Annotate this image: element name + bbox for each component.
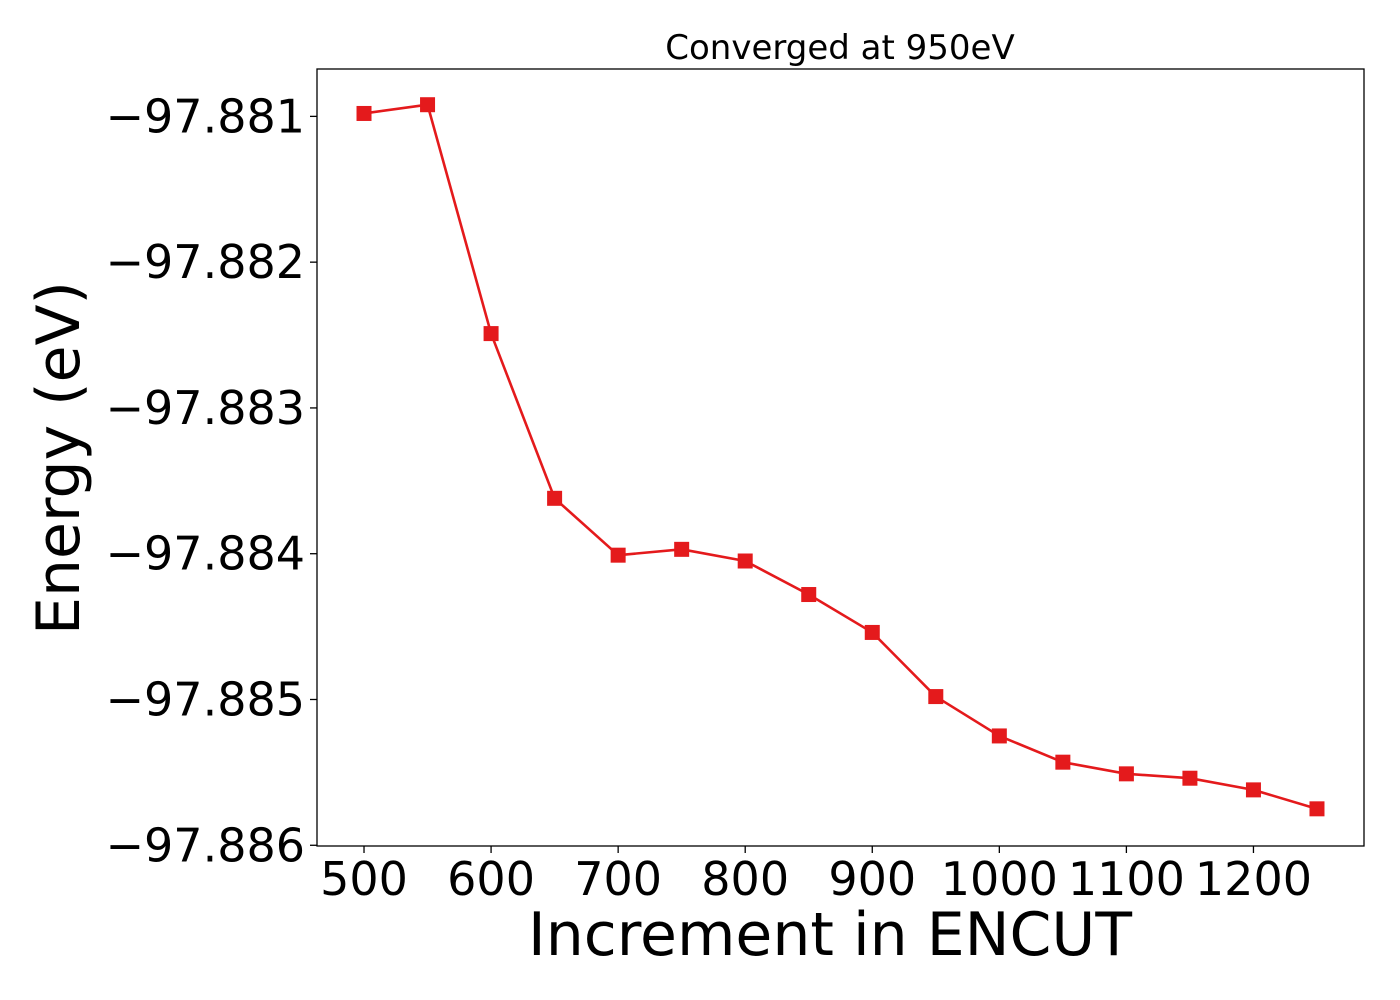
data-point-marker bbox=[1182, 770, 1198, 786]
x-tick-label: 600 bbox=[447, 852, 535, 906]
series-layer bbox=[356, 97, 1325, 817]
chart-title: Converged at 950eV bbox=[665, 28, 1014, 68]
plot-frame bbox=[316, 68, 1365, 847]
y-tick-label: −97.881 bbox=[106, 89, 306, 143]
y-axis-label: Energy (eV) bbox=[24, 281, 94, 635]
series-line bbox=[363, 103, 1318, 811]
y-axis: −97.881 −97.882 −97.883 −97.884 −97.885 −97.8… bbox=[106, 89, 317, 872]
y-tick-label: −97.886 bbox=[106, 818, 306, 872]
x-tick-label: 900 bbox=[828, 852, 916, 906]
x-axis-label: Increment in ENCUT bbox=[528, 900, 1132, 970]
data-point-marker bbox=[928, 689, 944, 705]
data-point-marker bbox=[1055, 754, 1071, 770]
data-point-marker bbox=[864, 624, 880, 640]
x-axis: 500 600 700 800 900 1000 1100 1200 bbox=[320, 846, 1312, 906]
y-tick-label: −97.885 bbox=[106, 672, 306, 726]
data-point-marker bbox=[547, 490, 563, 506]
data-point-marker bbox=[420, 97, 436, 113]
y-tick-label: −97.884 bbox=[106, 527, 306, 581]
data-point-marker bbox=[1245, 782, 1261, 798]
data-point-marker bbox=[801, 587, 817, 603]
x-tick-label: 700 bbox=[574, 852, 662, 906]
x-tick-label: 1200 bbox=[1195, 852, 1312, 906]
data-point-marker bbox=[610, 547, 626, 563]
data-point-marker bbox=[674, 541, 690, 557]
data-point-marker bbox=[356, 105, 372, 121]
x-tick-label: 1100 bbox=[1068, 852, 1185, 906]
y-tick-label: −97.883 bbox=[106, 381, 306, 435]
data-point-marker bbox=[737, 553, 753, 569]
x-tick-label: 1000 bbox=[941, 852, 1058, 906]
x-tick-label: 500 bbox=[320, 852, 408, 906]
y-tick-label: −97.882 bbox=[106, 235, 306, 289]
data-point-marker bbox=[1118, 766, 1134, 782]
x-tick-label: 800 bbox=[701, 852, 789, 906]
data-point-marker bbox=[1309, 801, 1325, 817]
data-point-marker bbox=[991, 728, 1007, 744]
data-point-marker bbox=[483, 326, 499, 342]
